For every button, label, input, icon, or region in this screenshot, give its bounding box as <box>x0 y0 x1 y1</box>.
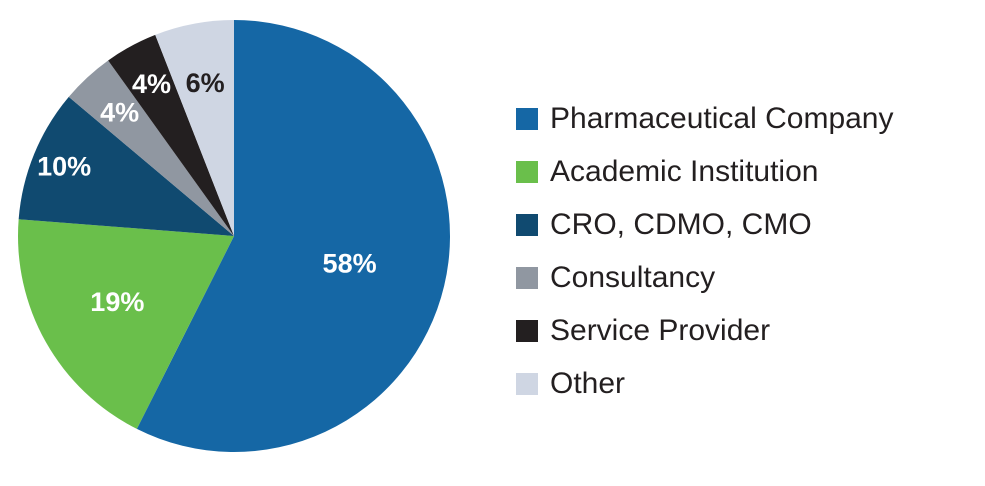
legend-swatch <box>516 319 538 342</box>
pie-data-labels: 58% 19% 10% 4%4% 6% <box>37 68 377 317</box>
legend-label: Pharmaceutical Company <box>550 101 894 135</box>
chart-legend: Pharmaceutical Company Academic Instituti… <box>516 92 894 410</box>
pie-slice-academic-institution <box>18 219 234 429</box>
data-label-academic-institution: 19% <box>90 287 144 317</box>
legend-item-other: Other <box>516 357 894 410</box>
pie-slice-other <box>155 20 234 236</box>
legend-label: Service Provider <box>550 313 771 347</box>
data-label-consultancy: 4% <box>100 97 139 127</box>
legend-swatch <box>516 372 538 395</box>
legend-swatch <box>516 160 538 183</box>
legend-label: Other <box>550 366 626 400</box>
data-label-other: 6% <box>186 68 225 98</box>
pie-slice-service-provider <box>108 34 234 237</box>
legend-item-academic-institution: Academic Institution <box>516 145 894 198</box>
pie-slice-cro-cdmo-cmo <box>18 96 235 236</box>
pie-slice-pharmaceutical-company <box>136 20 450 452</box>
legend-label: Consultancy <box>550 260 716 294</box>
legend-item-service-provider: Service Provider <box>516 304 894 357</box>
pie-slices <box>18 20 450 452</box>
legend-item-consultancy: Consultancy <box>516 251 894 304</box>
legend-swatch <box>516 107 538 130</box>
legend-swatch <box>516 266 538 289</box>
legend-swatch <box>516 213 538 236</box>
legend-label: CRO, CDMO, CMO <box>550 207 812 241</box>
pie-slice-consultancy <box>68 60 235 237</box>
legend-item-cro-cdmo-cmo: CRO, CDMO, CMO <box>516 198 894 251</box>
legend-label: Academic Institution <box>550 154 819 188</box>
pie-chart: 58% 19% 10% 4%4% 6% <box>18 20 450 452</box>
data-label-cro-cdmo-cmo: 10% <box>37 151 91 181</box>
data-label-pharmaceutical-company: 58% <box>323 248 377 278</box>
data-label-service-provider: 4% <box>132 69 171 99</box>
legend-item-pharmaceutical-company: Pharmaceutical Company <box>516 92 894 145</box>
